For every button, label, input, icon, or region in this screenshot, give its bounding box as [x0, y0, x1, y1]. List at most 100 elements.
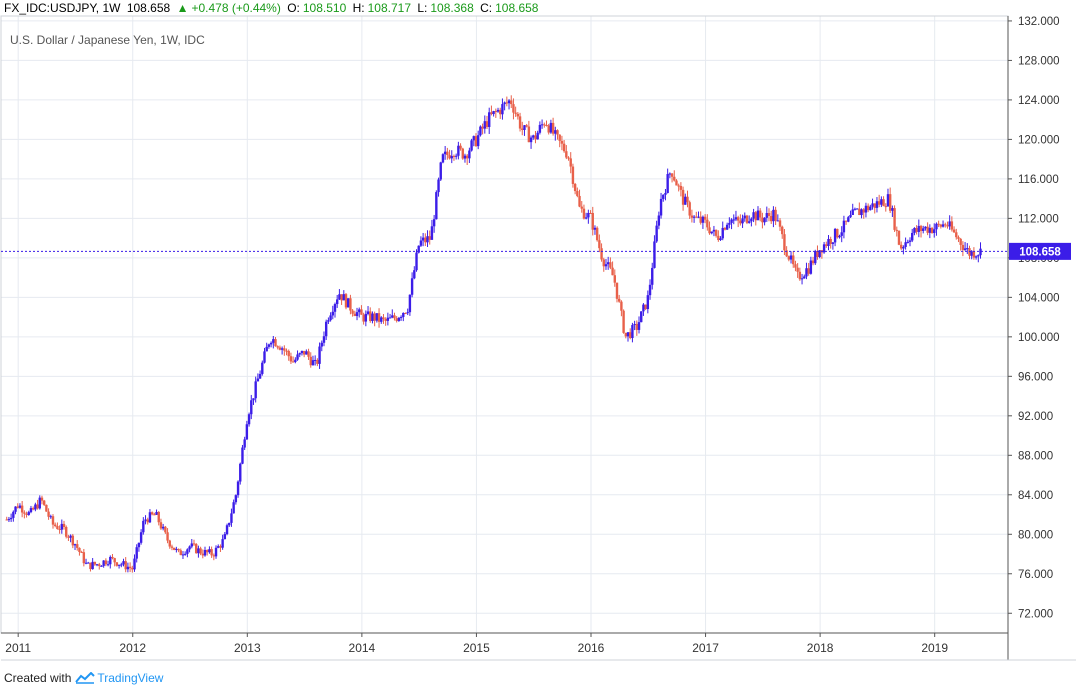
candle-body [274, 339, 277, 347]
candle-body [252, 398, 255, 401]
candle-body [164, 526, 167, 533]
candle-body [225, 525, 229, 535]
candle-body [254, 381, 257, 399]
candle-body [7, 519, 11, 521]
candle-body [692, 216, 696, 218]
candle-body [637, 322, 641, 330]
candle-body [664, 192, 667, 195]
candle-body [135, 547, 138, 559]
time-tick-label: 2013 [234, 641, 261, 655]
candle-body [133, 558, 136, 570]
candle-body [853, 208, 857, 210]
candle-body [595, 227, 599, 241]
candle-body [287, 350, 290, 357]
candle-body [888, 194, 892, 211]
tradingview-label: TradingView [97, 671, 164, 685]
candle-body [272, 339, 275, 343]
candle-body [796, 267, 799, 272]
candle-body [247, 414, 251, 425]
candle-body [873, 203, 876, 208]
candle-body [653, 241, 656, 268]
candle-body [882, 199, 885, 207]
candle-body [587, 212, 590, 218]
candle-body [514, 112, 517, 114]
candle-body [470, 140, 473, 151]
price-scale[interactable]: 72.000 76.000 80.000 84.000 88.000 92.000 96.0… [1008, 16, 1060, 620]
candle-body [681, 189, 685, 205]
candle-body [911, 232, 914, 241]
candle-body [891, 208, 894, 211]
candle-body [972, 251, 976, 258]
candle-body [783, 234, 786, 251]
candle-body [701, 216, 705, 223]
candle-body [622, 310, 625, 333]
candle-body [457, 145, 460, 156]
candle-body [322, 336, 326, 343]
candle-body [192, 543, 196, 545]
candle-body [98, 564, 101, 566]
price-tick-label: 96.000 [1018, 371, 1053, 383]
candle-body [902, 246, 905, 249]
candle-body [186, 549, 189, 554]
candle-body [690, 215, 694, 218]
candle-body [318, 346, 321, 364]
candle-body [778, 220, 782, 227]
candle-body [258, 373, 262, 379]
candle-body [785, 250, 788, 257]
candle-body [131, 568, 134, 570]
candle-body [741, 218, 744, 224]
candle-body [150, 512, 154, 515]
tradingview-logo[interactable]: TradingView [75, 671, 163, 685]
candle-body [377, 313, 381, 322]
candle-body [146, 519, 149, 523]
candle-body [626, 332, 630, 337]
candle-body [939, 224, 943, 227]
candle-body [756, 210, 760, 221]
candle-body [573, 183, 577, 192]
candle-body [540, 124, 544, 126]
candle-body [65, 526, 68, 537]
candle-body [9, 517, 13, 520]
candle-body [362, 314, 365, 322]
candle-body [82, 552, 86, 564]
price-tick-label: 80.000 [1018, 529, 1053, 541]
time-scale[interactable]: 2011 2012 2013 2014 2015 2016 2017 2018 2019 [5, 633, 948, 655]
candle-body [265, 346, 268, 352]
candle-body [576, 191, 579, 196]
candle-body [421, 237, 425, 241]
candle-body [34, 504, 37, 510]
symbol-label[interactable]: FX_IDC:USDJPY, 1W [4, 1, 121, 15]
candle-body [789, 255, 793, 260]
candle-body [959, 238, 962, 245]
candle-body [391, 315, 394, 318]
candle-body [855, 208, 859, 210]
candle-body [924, 226, 927, 229]
candle-body [858, 208, 861, 216]
candle-body [849, 214, 852, 218]
change-value: +0.478 (+0.44%) [191, 1, 281, 15]
candle-body [624, 332, 628, 337]
low-label: L: [417, 1, 428, 15]
candle-body [190, 543, 193, 547]
candle-body [970, 251, 973, 256]
candle-body [948, 221, 951, 227]
candle-body [743, 215, 746, 219]
candle-body [161, 526, 165, 529]
candle-body [811, 260, 815, 264]
candle-body [745, 215, 749, 223]
candle-body [446, 151, 449, 155]
candle-body [963, 248, 967, 250]
candle-body [338, 294, 341, 300]
candle-body [474, 136, 478, 147]
candle-body [955, 232, 958, 238]
candle-body [946, 225, 949, 227]
candle-body [27, 512, 30, 515]
candle-body [589, 212, 592, 214]
candle-body [829, 238, 832, 244]
candle-body [358, 309, 361, 313]
candle-body [320, 342, 323, 347]
candle-body [578, 195, 581, 207]
candle-body [234, 495, 238, 503]
candle-body [510, 100, 513, 105]
